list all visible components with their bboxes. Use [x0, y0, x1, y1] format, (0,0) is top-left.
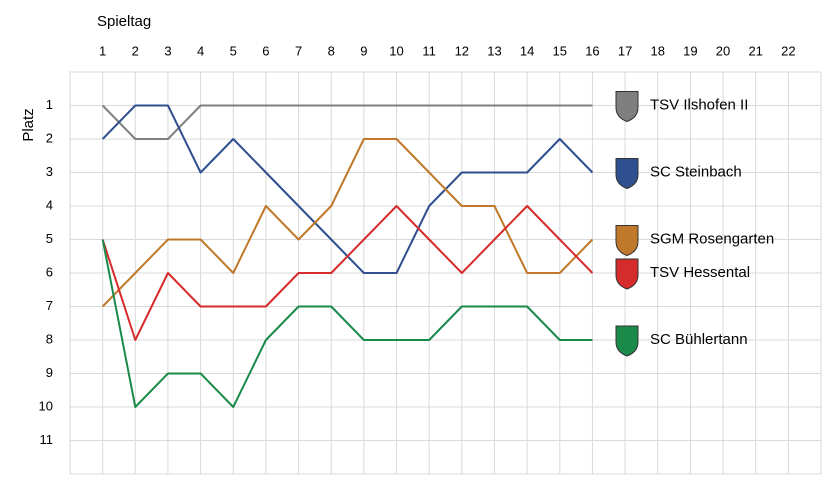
team-logo: [615, 225, 639, 257]
x-tick-label: 3: [164, 43, 171, 58]
legend-label: TSV Hessental: [650, 264, 750, 281]
team-logo: [615, 325, 639, 357]
x-tick-label: 13: [487, 43, 501, 58]
team-logo: [615, 158, 639, 190]
logo-shape: [615, 258, 639, 290]
y-tick-label: 10: [39, 398, 53, 413]
series-line: [101, 239, 593, 408]
x-tick-label: 20: [716, 43, 730, 58]
logo-shape: [615, 225, 639, 257]
logo-shape: [615, 91, 639, 123]
x-tick-label: 16: [585, 43, 599, 58]
y-tick-label: 4: [46, 197, 53, 212]
y-tick-label: 6: [46, 264, 53, 279]
x-tick-label: 19: [683, 43, 697, 58]
logo-shape: [615, 158, 639, 190]
x-tick-label: 11: [422, 43, 436, 58]
legend-label: SC Bühlertann: [650, 331, 748, 348]
y-tick-label: 5: [46, 231, 53, 246]
x-tick-label: 18: [651, 43, 665, 58]
team-logo: [615, 91, 639, 123]
y-tick-label: 9: [46, 365, 53, 380]
x-tick-label: 15: [553, 43, 567, 58]
legend-label: SGM Rosengarten: [650, 230, 774, 247]
legend-label: TSV Ilshofen II: [650, 96, 748, 113]
x-tick-label: 22: [781, 43, 795, 58]
y-tick-label: 11: [40, 432, 54, 447]
series-line: [101, 104, 593, 140]
x-tick-label: 12: [455, 43, 469, 58]
x-tick-label: 7: [295, 43, 302, 58]
x-tick-label: 17: [618, 43, 632, 58]
y-tick-label: 3: [46, 164, 53, 179]
x-tick-label: 8: [328, 43, 335, 58]
y-tick-label: 2: [46, 130, 53, 145]
x-tick-label: 4: [197, 43, 204, 58]
x-tick-label: 5: [230, 43, 237, 58]
x-tick-label: 21: [748, 43, 762, 58]
x-tick-label: 9: [360, 43, 367, 58]
x-tick-label: 2: [132, 43, 139, 58]
team-logo: [615, 258, 639, 290]
logo-shape: [615, 325, 639, 357]
x-tick-label: 14: [520, 43, 534, 58]
x-tick-label: 6: [262, 43, 269, 58]
legend-label: SC Steinbach: [650, 163, 742, 180]
series-line: [101, 138, 594, 308]
x-tick-label: 1: [99, 43, 106, 58]
x-axis-title: Spieltag: [97, 13, 151, 30]
y-tick-label: 7: [46, 298, 53, 313]
y-axis-title: Platz: [20, 108, 37, 141]
y-tick-label: 8: [46, 331, 53, 346]
y-tick-label: 1: [46, 97, 53, 112]
x-tick-label: 10: [389, 43, 403, 58]
series-line: [101, 205, 594, 341]
